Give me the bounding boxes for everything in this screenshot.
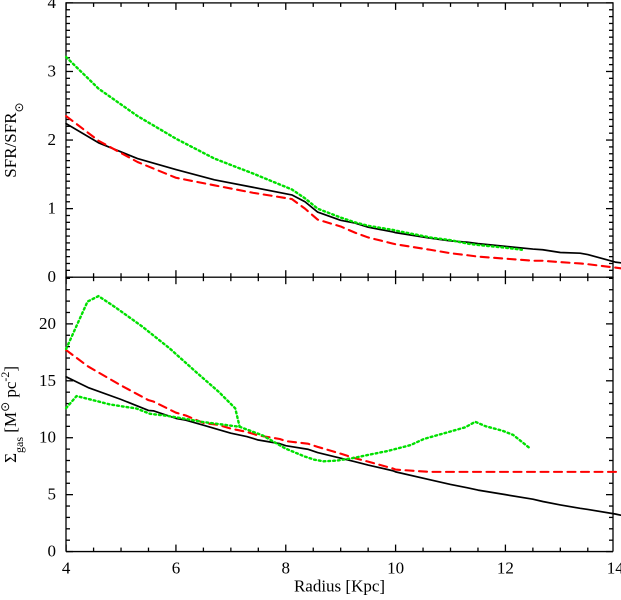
svg-text:5: 5 [48,485,57,504]
svg-text:2: 2 [48,130,57,149]
svg-text:1: 1 [48,199,57,218]
svg-text:4: 4 [48,0,57,12]
svg-text:12: 12 [497,559,514,578]
svg-text:3: 3 [48,61,57,80]
svg-text:0: 0 [48,542,57,561]
svg-text:10: 10 [387,559,404,578]
svg-text:Radius [Kpc]: Radius [Kpc] [294,577,385,596]
svg-text:4: 4 [62,559,71,578]
svg-text:10: 10 [39,428,56,447]
svg-text:0: 0 [48,267,57,286]
svg-text:20: 20 [39,314,56,333]
svg-text:15: 15 [39,371,56,390]
svg-text:6: 6 [172,559,181,578]
svg-text:8: 8 [282,559,291,578]
svg-text:14: 14 [607,559,621,578]
